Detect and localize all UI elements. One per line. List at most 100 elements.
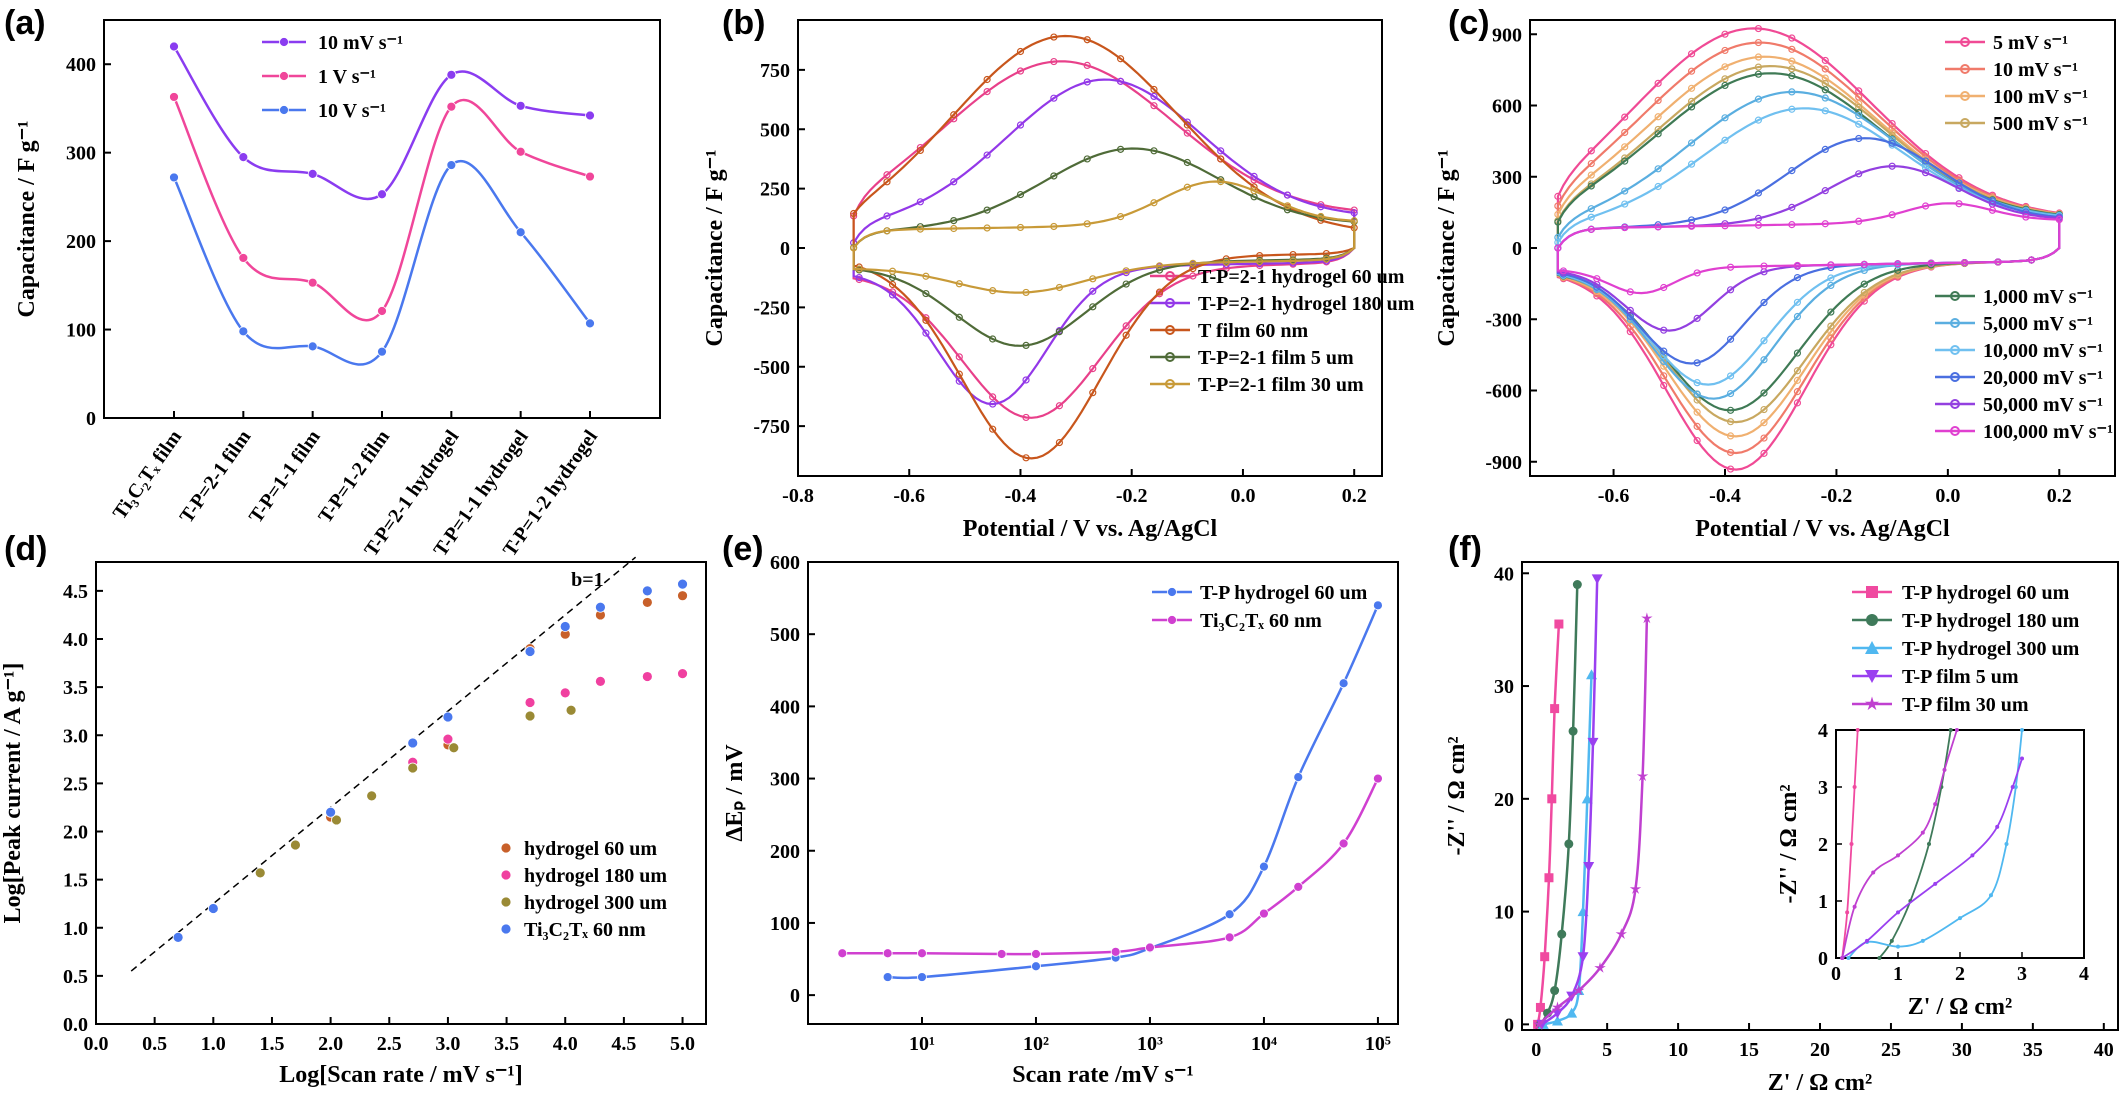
panel-b-cv-marker (1122, 267, 1130, 275)
panel-c-cv-marker (1721, 30, 1729, 38)
panel-f-inset-data-point (1896, 944, 1900, 949)
panel-c-cv-marker (1593, 275, 1601, 283)
panel-a-data-point (515, 146, 526, 157)
panel-labels: (a) (b) (c) (d) (e) (f) (4, 4, 1490, 568)
panel-b-cv-marker (1055, 402, 1064, 410)
panel-a-category-label: Ti₃C₂Tₓ film (109, 426, 187, 524)
panel-a-data-point (585, 171, 595, 182)
panel-b-cv-marker (1155, 266, 1164, 274)
panel-a-series-line (172, 45, 591, 201)
panel-b-legend-marker (1165, 352, 1175, 362)
panel-a-y-tick-label: 100 (66, 320, 96, 342)
panel-f-legend-marker (1865, 641, 1879, 654)
panel-f-x-tick-label: 10 (1668, 1039, 1688, 1061)
chart-panel-b: -0.8 -0.6 -0.4 -0.2 0.0 0.2 -750 -500 -250 0 250 50… (702, 19, 1415, 542)
panel-b-x-axis-label: Potential / V vs. Ag/AgCl (963, 516, 1218, 542)
panel-d-data-point (290, 839, 301, 851)
panel-c-cv-marker (1821, 65, 1829, 73)
panel-e-data-point (1224, 932, 1235, 943)
panel-c-cv-marker (1855, 93, 1863, 101)
panel-c-cv-marker (1760, 449, 1768, 457)
panel-c-cv-curve (1556, 41, 2061, 455)
panel-d-data-point (172, 931, 184, 943)
panel-b-x-tick-label: 0.2 (1342, 485, 1367, 507)
panel-b-legend-label: T-P=2-1 hydrogel 60 um (1198, 266, 1405, 288)
panel-a-category-label: T-P=2-1 film (176, 426, 256, 527)
panel-f-data-marker (1550, 986, 1560, 996)
panel-d-x-tick-label: 5.0 (670, 1033, 695, 1055)
panel-c-cv-marker (1621, 157, 1629, 165)
panel-c-cv-marker (1621, 200, 1629, 208)
panel-e-y-tick-label: 0 (790, 985, 800, 1007)
panel-b-cv-marker (1050, 222, 1058, 231)
panel-d-x-tick-label: 3.5 (494, 1033, 519, 1055)
panel-b-legend-label: T-P=2-1 hydrogel 180 um (1198, 293, 1415, 315)
panel-b-cv-marker (1189, 265, 1197, 273)
panel-f-inset-x-axis-label: Z' / Ω cm² (1908, 994, 2012, 1020)
panel-b-y-tick-label: -750 (753, 416, 790, 438)
panel-c-cv-marker (1754, 189, 1763, 197)
panel-d-y-tick-label: 2.0 (63, 822, 88, 844)
panel-e-data-point (1224, 909, 1235, 920)
panel-c-cv-marker (1793, 312, 1802, 321)
panel-c-cv-marker (1693, 422, 1701, 430)
panel-d-data-point (641, 597, 653, 608)
panel-d-data-point (559, 687, 571, 699)
panel-e-y-tick-label: 600 (770, 552, 800, 574)
panel-f-series-line (1536, 623, 1561, 1025)
panel-f-inset-data-point (1849, 842, 1854, 846)
panel-d-x-tick-label: 4.5 (611, 1033, 636, 1055)
panel-f-data-marker (1629, 883, 1642, 894)
panel-b-y-axis-label: Capacitance / F g⁻¹ (702, 150, 728, 347)
panel-c-cv-marker (1955, 200, 1963, 208)
panel-f-legend-label: T-P hydrogel 180 um (1902, 610, 2080, 632)
panel-b-cv-marker (1217, 178, 1225, 186)
panel-c-cv-marker (1687, 139, 1696, 147)
panel-e-y-tick-label: 200 (770, 841, 800, 863)
panel-b-cv-curve (852, 180, 1356, 294)
panel-b-cv-marker (888, 291, 897, 299)
panel-f-x-tick-label: 35 (2023, 1039, 2043, 1061)
panel-f-y-tick-label: 10 (1494, 902, 1514, 924)
panel-f-inset-data-point (1852, 785, 1857, 789)
panel-f-y-tick-label: 30 (1494, 676, 1514, 698)
panel-c-cv-marker (1921, 157, 1930, 165)
panel-b-legend-marker (1165, 298, 1175, 308)
panel-c-cv-marker (1788, 45, 1796, 53)
panel-f-inset-data-point (1933, 802, 1938, 807)
panel-a-data-point (307, 168, 318, 179)
panel-b-cv-marker (1022, 454, 1030, 462)
panel-c-y-tick-label: -300 (1485, 309, 1522, 331)
panel-c-x-tick-label: -0.4 (1709, 485, 1741, 507)
panel-c-cv-marker (1754, 24, 1763, 33)
panel-b-cv-marker (1116, 77, 1125, 85)
panel-b-cv-marker (1256, 257, 1264, 266)
panel-c-cv-marker (1855, 170, 1863, 178)
panel-c-cv-marker (1626, 288, 1634, 296)
panel-b-cv-marker (1150, 199, 1158, 207)
panel-c-legend-label: 10 mV s⁻¹ (1993, 59, 2078, 81)
panel-e-data-point (1373, 773, 1383, 784)
panel-c-cv-marker (1726, 448, 1735, 457)
panel-c-cv-marker (1821, 86, 1829, 94)
panel-b-cv-marker (955, 280, 963, 288)
panel-label-e: (e) (722, 530, 764, 568)
panel-f-data-marker (1550, 704, 1560, 714)
panel-c-cv-marker (1693, 436, 1701, 445)
panel-f-inset-data-point (1954, 728, 1959, 732)
panel-c-cv-marker (1827, 261, 1835, 269)
panel-b-cv-marker (989, 287, 997, 295)
panel-b-legend-label: T film 60 nm (1198, 320, 1309, 342)
panel-a-data-point (169, 41, 179, 52)
panel-c-cv-marker (1927, 259, 1935, 267)
panel-b-cv-marker (1016, 67, 1025, 75)
panel-e-data-point (837, 948, 848, 959)
panel-a-legend-marker (279, 37, 289, 47)
panel-b-cv-marker (983, 87, 991, 96)
panel-d-data-point (442, 733, 454, 745)
panel-b-cv-marker (1150, 102, 1158, 110)
panel-b-cv-marker (1122, 280, 1130, 288)
panel-b-cv-marker (1050, 172, 1058, 180)
panel-c-cv-marker (1788, 65, 1796, 73)
panel-b-cv-marker (1283, 191, 1292, 199)
